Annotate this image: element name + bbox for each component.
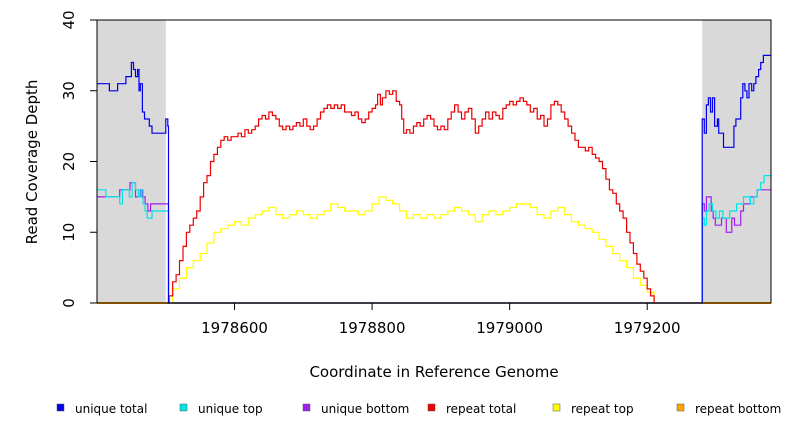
- legend: unique total unique top unique bottom repea…: [56, 402, 781, 416]
- legend-swatch-repeat-total: [427, 403, 436, 412]
- legend-swatch-repeat-bottom: [676, 403, 685, 412]
- x-tick-label: 1979000: [476, 319, 543, 337]
- legend-swatch-repeat-top: [552, 403, 561, 412]
- y-tick-label: 40: [60, 10, 78, 29]
- series-line-unique-top: [97, 175, 771, 304]
- legend-label-unique-top: unique top: [198, 402, 263, 416]
- legend-swatch-unique-bottom: [302, 403, 311, 412]
- y-axis-title: Read Coverage Depth: [23, 80, 41, 245]
- x-axis-title: Coordinate in Reference Genome: [309, 363, 558, 381]
- x-axis: 1978600 1978800 1979000 1979200: [201, 303, 681, 337]
- legend-label-repeat-total: repeat total: [446, 402, 516, 416]
- legend-label-repeat-bottom: repeat bottom: [695, 402, 781, 416]
- series-line-unique-total: [97, 54, 771, 304]
- series-lines: [97, 54, 771, 304]
- y-tick-label: 10: [60, 223, 78, 242]
- y-tick-label: 0: [60, 298, 78, 308]
- y-axis: 0 10 20 30 40: [60, 10, 97, 308]
- y-tick-label: 30: [60, 81, 78, 100]
- series-line-repeat-top: [165, 196, 658, 304]
- series-line-repeat-total: [165, 90, 658, 304]
- shaded-region-2: [702, 20, 771, 303]
- legend-label-repeat-top: repeat top: [571, 402, 634, 416]
- legend-label-unique-total: unique total: [75, 402, 147, 416]
- legend-swatch-unique-top: [179, 403, 188, 412]
- series-line-unique-bottom: [97, 182, 771, 304]
- legend-swatch-unique-total: [56, 403, 65, 412]
- y-tick-label: 20: [60, 152, 78, 171]
- x-tick-label: 1978600: [201, 319, 268, 337]
- x-tick-label: 1978800: [339, 319, 406, 337]
- x-tick-label: 1979200: [614, 319, 681, 337]
- legend-label-unique-bottom: unique bottom: [321, 402, 409, 416]
